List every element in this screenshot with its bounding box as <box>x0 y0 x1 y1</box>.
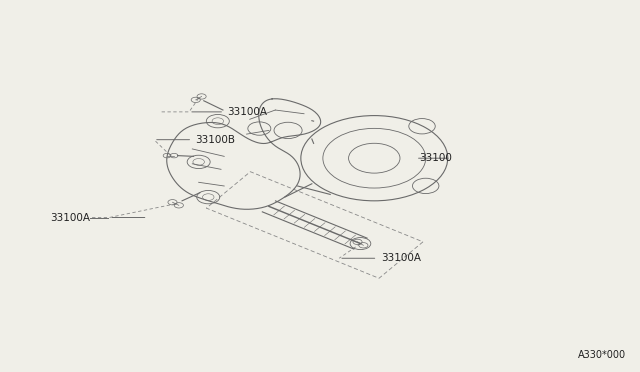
Text: 33100: 33100 <box>419 153 452 163</box>
Text: A330*000: A330*000 <box>579 350 627 360</box>
Text: 33100A: 33100A <box>227 107 268 117</box>
Text: 33100B: 33100B <box>195 135 236 145</box>
Text: 33100A: 33100A <box>381 253 420 263</box>
Text: 33100A: 33100A <box>51 212 90 222</box>
